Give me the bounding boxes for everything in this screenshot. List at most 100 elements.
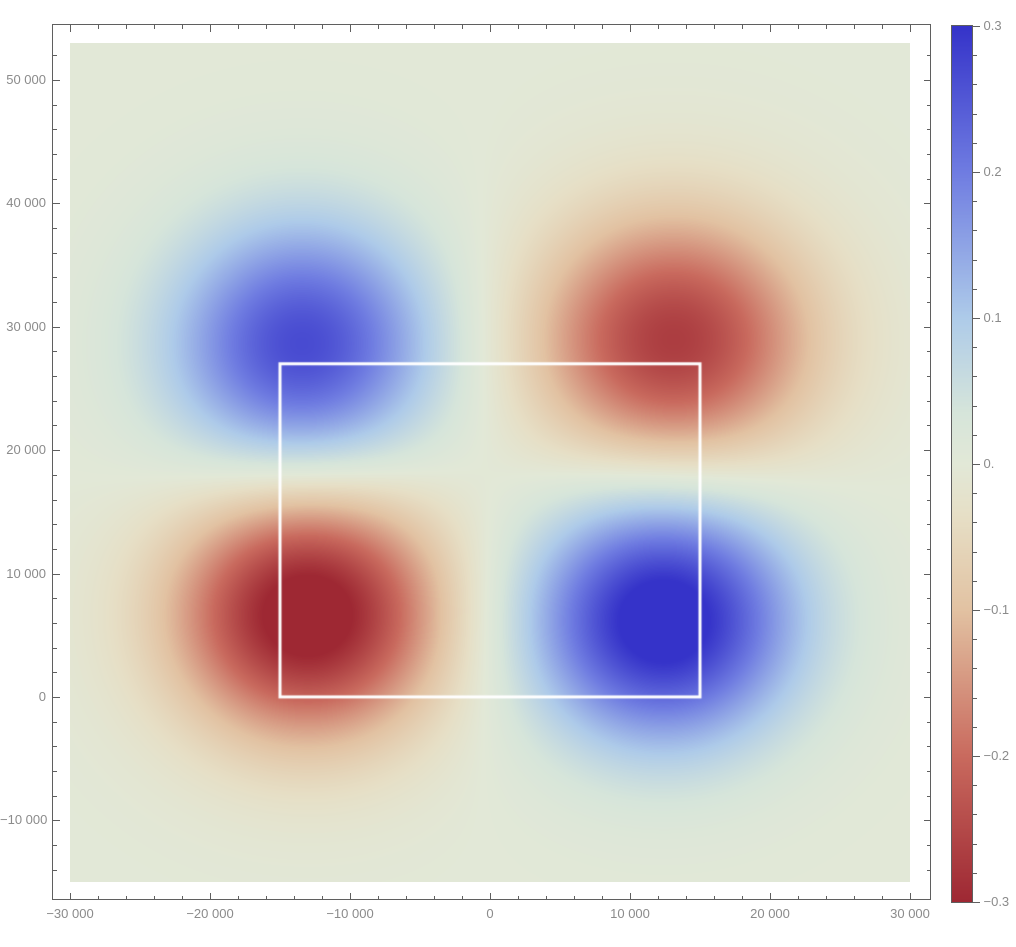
x-axis-tick-top: [910, 25, 911, 32]
colorbar-tick: [973, 172, 980, 173]
y-axis-tick-right: [926, 622, 930, 624]
y-axis-tick: [53, 795, 57, 797]
x-axis-tick-top: [630, 25, 631, 32]
x-axis-tick: [574, 895, 575, 899]
x-axis-tick: [238, 895, 239, 899]
colorbar-tick-label: 0.3: [983, 18, 1002, 33]
y-axis-tick: [53, 598, 57, 600]
x-axis-tick-top: [826, 25, 827, 29]
colorbar-minor-tick: [973, 697, 977, 699]
y-axis-tick-right: [926, 55, 930, 57]
y-axis-tick-right: [923, 450, 930, 452]
x-axis-tick-top: [406, 25, 407, 29]
y-axis-tick-right: [926, 524, 930, 526]
x-axis-tick-top: [518, 25, 519, 29]
x-axis-tick: [126, 895, 127, 899]
colorbar-minor-tick: [973, 872, 977, 874]
x-axis-tick-top: [378, 25, 379, 29]
y-axis-tick: [53, 351, 57, 353]
x-axis-tick-top: [154, 25, 155, 29]
y-axis-tick: [53, 770, 57, 772]
y-axis-tick: [53, 302, 57, 304]
colorbar-tick-label: −0.3: [983, 894, 1010, 909]
x-axis-tick: [686, 895, 687, 899]
x-axis-tick-label: 0: [486, 906, 494, 921]
x-axis-tick: [406, 895, 407, 899]
colorbar-frame: [951, 25, 973, 903]
x-axis-tick: [378, 895, 379, 899]
colorbar-minor-tick: [973, 551, 977, 553]
colorbar-gradient: [952, 26, 972, 902]
colorbar-minor-tick: [973, 259, 977, 261]
y-axis-tick-right: [926, 425, 930, 427]
y-axis-tick-right: [926, 548, 930, 550]
y-axis-tick: [53, 425, 57, 427]
y-axis-tick: [53, 721, 57, 723]
x-axis-tick: [266, 895, 267, 899]
y-axis-tick: [53, 474, 57, 476]
y-axis-tick: [53, 252, 57, 254]
x-axis-tick-top: [798, 25, 799, 29]
x-axis-tick: [322, 895, 323, 899]
y-axis-tick-label: 30 000: [6, 318, 46, 334]
colorbar-minor-tick: [973, 493, 977, 495]
x-axis-tick: [798, 895, 799, 899]
y-axis-tick-right: [926, 647, 930, 649]
colorbar-minor-tick: [973, 230, 977, 232]
x-axis-tick: [182, 895, 183, 899]
x-axis-tick-top: [882, 25, 883, 29]
x-axis-tick-label: 20 000: [750, 906, 790, 921]
y-axis-tick-label: 50 000: [6, 72, 46, 87]
y-axis-tick: [53, 80, 60, 81]
y-axis-tick: [53, 622, 57, 624]
colorbar-minor-tick: [973, 288, 977, 290]
y-axis-tick-right: [923, 573, 930, 575]
x-axis-tick: [658, 895, 659, 899]
y-axis-tick-right: [926, 302, 930, 304]
x-axis-tick-top: [686, 25, 687, 29]
x-axis-tick-label: −10 000: [326, 906, 374, 921]
colorbar-minor-tick: [973, 405, 977, 407]
colorbar-tick-label: −0.1: [983, 602, 1010, 617]
colorbar-tick-label: 0.2: [983, 164, 1002, 179]
x-axis-tick-top: [238, 25, 239, 29]
y-axis-tick: [53, 104, 57, 106]
colorbar-minor-tick: [973, 580, 977, 582]
x-axis-tick: [70, 892, 71, 899]
x-axis-tick-top: [490, 25, 491, 32]
y-axis-tick: [53, 154, 57, 156]
x-axis-tick-top: [854, 25, 855, 29]
x-axis-tick: [910, 892, 911, 899]
y-axis-tick: [53, 696, 60, 698]
y-axis-tick-label: 10 000: [6, 565, 46, 581]
y-axis-tick-right: [926, 129, 930, 131]
y-axis-tick: [53, 524, 57, 526]
x-axis-tick: [882, 895, 883, 899]
x-axis-tick-top: [770, 25, 771, 32]
colorbar-minor-tick: [973, 434, 977, 436]
x-axis-tick: [826, 895, 827, 899]
y-axis-tick: [53, 55, 57, 57]
x-axis-tick: [742, 895, 743, 899]
y-axis-tick-right: [926, 869, 930, 871]
colorbar-minor-tick: [973, 347, 977, 349]
x-axis-tick: [714, 895, 715, 899]
x-axis-tick: [854, 895, 855, 899]
colorbar-tick: [973, 902, 980, 903]
y-axis-tick-right: [926, 376, 930, 378]
y-axis-tick-right: [923, 80, 930, 81]
colorbar-tick: [973, 464, 980, 465]
x-axis-tick: [154, 895, 155, 899]
y-axis-tick-label: 0: [38, 688, 46, 704]
y-axis-tick-right: [926, 228, 930, 230]
x-axis-tick: [770, 892, 771, 899]
x-axis-tick-label: −20 000: [186, 906, 234, 921]
y-axis-tick-right: [926, 795, 930, 797]
colorbar-tick: [973, 756, 980, 757]
x-axis-tick-top: [210, 25, 211, 32]
y-axis-tick-right: [926, 721, 930, 723]
y-axis-tick: [53, 573, 60, 575]
colorbar-minor-tick: [973, 84, 977, 86]
x-axis-tick: [602, 895, 603, 899]
x-axis-tick-top: [742, 25, 743, 29]
